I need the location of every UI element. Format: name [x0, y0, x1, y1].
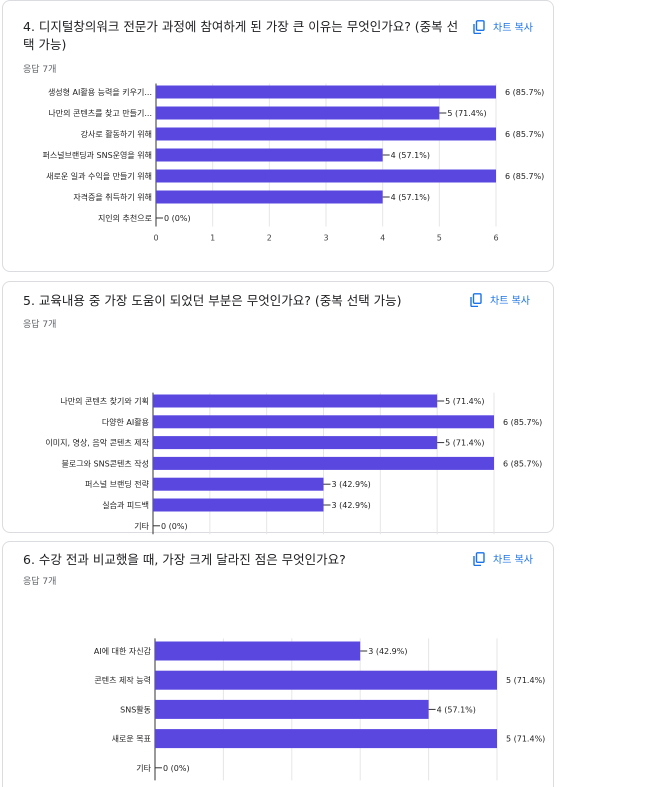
question-title-line2: 택 가능) [23, 37, 67, 52]
copy-icon [473, 551, 485, 566]
value-label: 5 (71.4%) [506, 676, 545, 685]
category-label: 강사로 활동하기 위해 [81, 129, 152, 139]
category-label: SNS활동 [120, 704, 151, 714]
question-card-5: 5. 교육내용 중 가장 도움이 되었던 부분은 무엇인가요? (중복 선택 가… [2, 281, 554, 550]
category-label: 새로운 일과 수익을 만들기 위해 [46, 171, 152, 181]
bar [153, 477, 324, 491]
value-label: 6 (85.7%) [503, 459, 542, 468]
category-label: 퍼스널 브랜딩 전략 [85, 479, 150, 489]
bar [155, 641, 361, 661]
bar [156, 148, 383, 162]
question-title: 5. 교육내용 중 가장 도움이 되었던 부분은 무엇인가요? (중복 선택 가… [23, 292, 402, 310]
value-label: 0 (0%) [163, 764, 190, 773]
value-label: 4 (57.1%) [391, 193, 430, 202]
response-count: 응답 7개 [23, 577, 57, 587]
bar-chart: AI에 대한 자신감 3 (42.9%) 콘텐츠 제작 능력 5 (71.4%) SNS… [94, 638, 545, 781]
value-label: 6 (85.7%) [505, 88, 544, 97]
value-label: 6 (85.7%) [503, 418, 542, 427]
category-label: 새로운 목표 [112, 735, 151, 744]
value-label: 0 (0%) [161, 522, 188, 531]
x-tick-label: 0 [153, 234, 158, 243]
x-tick-label: 3 [323, 234, 328, 243]
x-tick-label: 5 [437, 234, 442, 243]
value-label: 0 (0%) [164, 214, 191, 223]
x-tick-label: 2 [267, 234, 272, 243]
value-label: 4 (57.1%) [391, 151, 430, 160]
bar [153, 394, 438, 408]
value-label: 5 (71.4%) [506, 735, 545, 744]
response-count: 응답 7개 [23, 65, 57, 75]
copy-chart-label: 차트 복사 [493, 555, 533, 566]
copy-chart-label: 차트 복사 [490, 296, 530, 307]
bar [156, 190, 383, 204]
value-label: 3 (42.9%) [332, 480, 371, 489]
category-label: 이미지, 영상, 음악 콘텐츠 제작 [45, 438, 149, 448]
category-label: 기타 [136, 764, 151, 773]
bar [153, 498, 324, 512]
bar [156, 169, 496, 183]
copy-chart-label: 차트 복사 [493, 23, 533, 34]
copy-icon [473, 19, 485, 34]
question-card-4: 4. 디지털창의워크 전문가 과정에 참여하게 된 가장 큰 이유는 무엇인가요… [2, 0, 554, 272]
bar [156, 127, 496, 141]
category-label: AI에 대한 자신감 [94, 646, 152, 656]
question-card-6: 6. 수강 전과 비교했을 때, 가장 크게 달라진 점은 무엇인가요? 응답 … [2, 541, 554, 787]
bar-chart: 나만의 콘텐츠 찾기와 기획 5 (71.4%) 다양한 AI활용 6 (85.7%)… [45, 392, 542, 550]
question-title-line1: 4. 디지털창의워크 전문가 과정에 참여하게 된 가장 큰 이유는 무엇인가요… [23, 19, 459, 34]
value-label: 6 (85.7%) [505, 130, 544, 139]
category-label: 나만의 콘텐츠를 찾고 만들기... [48, 108, 152, 118]
bar-chart: 생성형 AI활용 능력을 키우기... 6 (85.7%) 나만의 콘텐츠를 찾고 … [42, 83, 544, 243]
question-title: 6. 수강 전과 비교했을 때, 가장 크게 달라진 점은 무엇인가요? [23, 551, 346, 569]
copy-icon [470, 292, 482, 307]
bar [156, 85, 496, 99]
value-label: 6 (85.7%) [505, 172, 544, 181]
x-tick-label: 4 [380, 234, 385, 243]
bar [156, 106, 440, 120]
category-label: 콘텐츠 제작 능력 [94, 675, 151, 685]
category-label: 퍼스널브랜딩과 SNS운영을 위해 [42, 150, 152, 160]
question-title-line1: 6. 수강 전과 비교했을 때, 가장 크게 달라진 점은 무엇인가요? [23, 552, 346, 567]
category-label: 나만의 콘텐츠 찾기와 기획 [60, 396, 149, 406]
value-label: 5 (71.4%) [445, 439, 484, 448]
question-title: 4. 디지털창의워크 전문가 과정에 참여하게 된 가장 큰 이유는 무엇인가요… [23, 18, 458, 54]
bar [155, 729, 497, 749]
copy-chart-button[interactable]: 차트 복사 [473, 19, 533, 34]
category-label: 실습과 피드백 [102, 500, 149, 510]
value-label: 5 (71.4%) [445, 397, 484, 406]
question-title-line1: 5. 교육내용 중 가장 도움이 되었던 부분은 무엇인가요? (중복 선택 가… [23, 293, 402, 308]
bar [155, 670, 497, 690]
category-label: 기타 [134, 522, 149, 531]
copy-chart-button[interactable]: 차트 복사 [473, 551, 533, 566]
value-label: 3 (42.9%) [368, 647, 407, 656]
copy-chart-button[interactable]: 차트 복사 [470, 292, 530, 307]
x-tick-label: 1 [210, 234, 215, 243]
category-label: 자격증을 취득하기 위해 [73, 192, 152, 202]
bar [153, 456, 494, 470]
bar [155, 699, 429, 719]
response-count: 응답 7개 [23, 320, 57, 330]
value-label: 3 (42.9%) [332, 501, 371, 510]
x-tick-label: 6 [493, 234, 498, 243]
value-label: 5 (71.4%) [447, 109, 486, 118]
category-label: 생성형 AI활용 능력을 키우기... [48, 87, 152, 97]
category-label: 블로그와 SNS콘텐츠 작성 [62, 458, 149, 468]
value-label: 4 (57.1%) [437, 705, 476, 714]
category-label: 다양한 AI활용 [102, 417, 149, 427]
bar [153, 415, 494, 429]
bar [153, 436, 438, 450]
category-label: 지인의 추천으로 [98, 213, 152, 223]
